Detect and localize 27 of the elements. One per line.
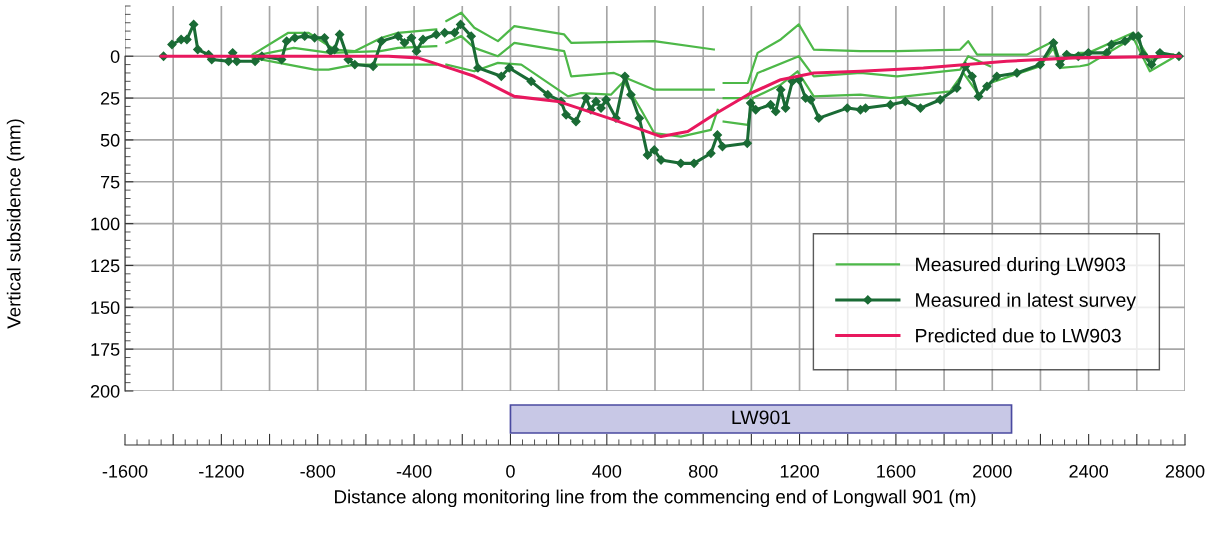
x-tick-label: -800	[300, 464, 336, 478]
x-tick-label: 2000	[973, 464, 1012, 478]
legend-label: Measured in latest survey	[916, 292, 1137, 311]
x-tick-label: 0	[506, 464, 515, 478]
y-tick-label: 200	[90, 384, 120, 398]
y-tick-label: 100	[91, 217, 120, 231]
x-tick-label: 400	[592, 464, 622, 478]
x-tick-label: 800	[688, 464, 718, 478]
y-tick-label: 75	[100, 175, 120, 189]
y-tick-label: 25	[100, 92, 120, 105]
x-tick-label: 1200	[780, 464, 819, 478]
y-tick-label: 50	[100, 133, 120, 147]
x-tick-label: 2800	[1165, 464, 1205, 478]
legend-label: Measured during LW903	[916, 257, 1126, 276]
x-tick-label: 2400	[1069, 464, 1109, 478]
y-tick-label: 175	[91, 343, 120, 356]
legend-label: Predicted due to LW903	[916, 328, 1121, 343]
data-label: LW901	[732, 410, 791, 425]
y-tick-label: 150	[91, 301, 120, 315]
x-tick-label: -400	[396, 464, 432, 478]
y-tick-label: 0	[110, 50, 120, 63]
y-axis-title: Vertical subsidence (mm)	[6, 119, 25, 329]
x-axis-title: Distance along monitoring line from the commencing end of Longwall 901 (m)	[335, 489, 976, 508]
x-tick-label: 1600	[877, 464, 916, 478]
y-tick-label: 125	[91, 259, 120, 273]
x-tick-label: -1200	[199, 464, 244, 478]
x-tick-label: -1600	[102, 464, 148, 478]
